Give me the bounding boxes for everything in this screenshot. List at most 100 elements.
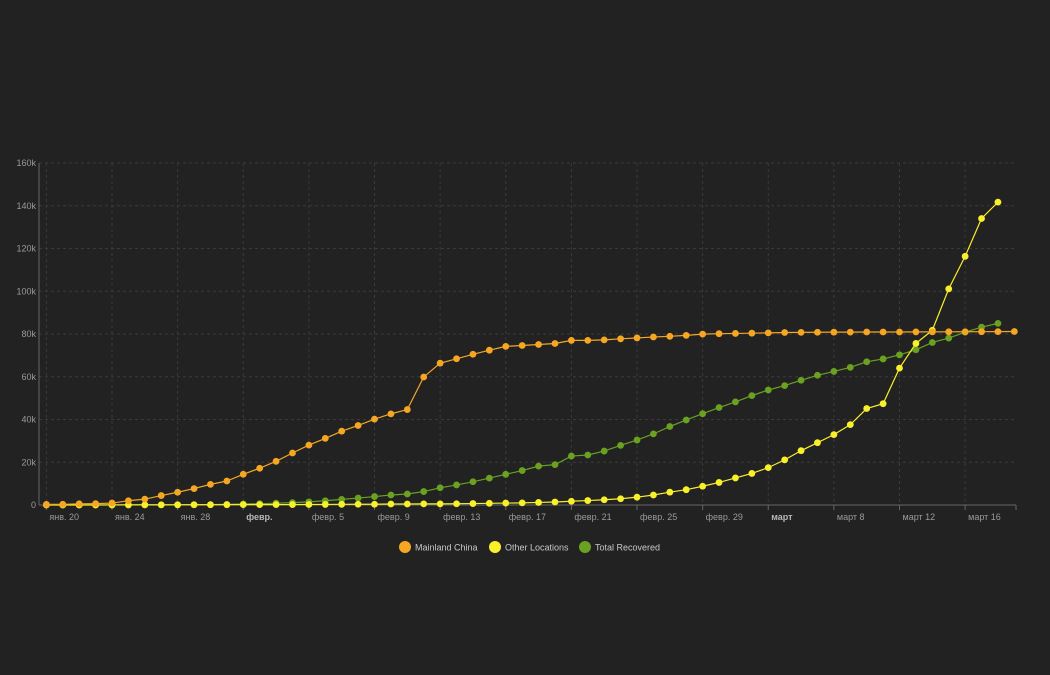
data-point[interactable] (732, 474, 739, 482)
data-point[interactable] (896, 328, 903, 336)
data-point[interactable] (781, 382, 789, 389)
data-point[interactable] (978, 215, 985, 222)
data-point[interactable] (945, 328, 953, 336)
data-point[interactable] (715, 404, 723, 411)
data-point[interactable] (928, 339, 936, 346)
data-point[interactable] (846, 421, 854, 429)
data-point[interactable] (682, 486, 690, 494)
data-point[interactable] (896, 364, 903, 372)
data-point[interactable] (617, 335, 625, 343)
data-point[interactable] (453, 481, 460, 489)
data-point[interactable] (797, 447, 805, 455)
data-point[interactable] (551, 340, 559, 347)
data-point[interactable] (830, 368, 838, 375)
legend[interactable]: Mainland China Other Locations Total Recov… (399, 541, 660, 553)
data-point[interactable] (485, 474, 493, 482)
data-point[interactable] (830, 431, 838, 439)
data-point[interactable] (469, 350, 477, 358)
data-point[interactable] (650, 491, 657, 499)
data-point[interactable] (289, 501, 296, 508)
data-point[interactable] (994, 328, 1002, 336)
data-point[interactable] (879, 355, 887, 363)
data-point[interactable] (518, 342, 526, 349)
data-point[interactable] (321, 434, 329, 442)
data-point[interactable] (42, 501, 50, 508)
data-point[interactable] (436, 500, 444, 508)
data-point[interactable] (436, 484, 444, 492)
data-point[interactable] (699, 410, 707, 418)
data-point[interactable] (354, 494, 362, 502)
legend-item-mainland-china[interactable]: Mainland China (399, 541, 478, 553)
data-point[interactable] (190, 501, 198, 509)
data-point[interactable] (387, 491, 395, 499)
data-point[interactable] (403, 500, 411, 508)
data-point[interactable] (682, 416, 690, 424)
data-point[interactable] (141, 501, 149, 509)
data-point[interactable] (551, 498, 559, 506)
data-point[interactable] (830, 328, 838, 336)
data-point[interactable] (748, 392, 756, 400)
data-point[interactable] (666, 488, 674, 496)
data-point[interactable] (108, 499, 116, 507)
data-point[interactable] (781, 456, 789, 464)
data-point[interactable] (239, 470, 247, 478)
data-point[interactable] (650, 430, 657, 438)
data-point[interactable] (354, 422, 362, 429)
data-point[interactable] (239, 501, 247, 509)
legend-item-total-recovered[interactable]: Total Recovered (579, 541, 660, 553)
data-point[interactable] (223, 477, 231, 485)
data-point[interactable] (748, 329, 756, 337)
data-point[interactable] (338, 427, 346, 435)
data-point[interactable] (485, 499, 493, 507)
data-point[interactable] (75, 500, 83, 508)
data-point[interactable] (814, 328, 821, 336)
data-point[interactable] (256, 501, 264, 509)
data-point[interactable] (420, 500, 428, 508)
data-point[interactable] (157, 501, 165, 509)
data-point[interactable] (174, 501, 182, 509)
data-point[interactable] (387, 500, 395, 508)
data-point[interactable] (584, 336, 592, 344)
data-point[interactable] (814, 371, 821, 379)
data-point[interactable] (600, 336, 608, 344)
data-point[interactable] (846, 363, 854, 371)
data-point[interactable] (682, 331, 690, 339)
data-point[interactable] (174, 488, 182, 496)
data-point[interactable] (518, 467, 526, 474)
data-point[interactable] (994, 319, 1002, 327)
data-point[interactable] (535, 499, 542, 506)
data-point[interactable] (502, 499, 510, 507)
data-point[interactable] (551, 461, 559, 469)
data-point[interactable] (469, 478, 477, 486)
data-point[interactable] (912, 328, 920, 336)
data-point[interactable] (305, 441, 313, 449)
data-point[interactable] (436, 359, 444, 367)
data-point[interactable] (600, 496, 608, 504)
data-point[interactable] (896, 351, 903, 359)
data-point[interactable] (764, 329, 772, 337)
data-point[interactable] (354, 500, 362, 508)
data-point[interactable] (141, 495, 149, 503)
data-point[interactable] (863, 328, 871, 336)
data-point[interactable] (764, 464, 772, 472)
data-point[interactable] (223, 501, 231, 509)
data-point[interactable] (469, 500, 477, 507)
data-point[interactable] (502, 470, 510, 478)
data-point[interactable] (617, 441, 625, 449)
data-point[interactable] (256, 464, 264, 472)
data-point[interactable] (978, 328, 985, 336)
data-point[interactable] (289, 449, 296, 457)
data-point[interactable] (387, 410, 395, 418)
data-point[interactable] (190, 485, 198, 492)
data-point[interactable] (994, 198, 1002, 206)
data-point[interactable] (338, 496, 346, 503)
data-point[interactable] (797, 376, 805, 384)
data-point[interactable] (797, 328, 805, 336)
data-point[interactable] (699, 482, 707, 490)
data-point[interactable] (567, 452, 575, 460)
data-point[interactable] (371, 493, 378, 500)
data-point[interactable] (633, 493, 641, 501)
data-point[interactable] (846, 328, 854, 336)
data-point[interactable] (928, 328, 936, 336)
data-point[interactable] (157, 492, 165, 499)
